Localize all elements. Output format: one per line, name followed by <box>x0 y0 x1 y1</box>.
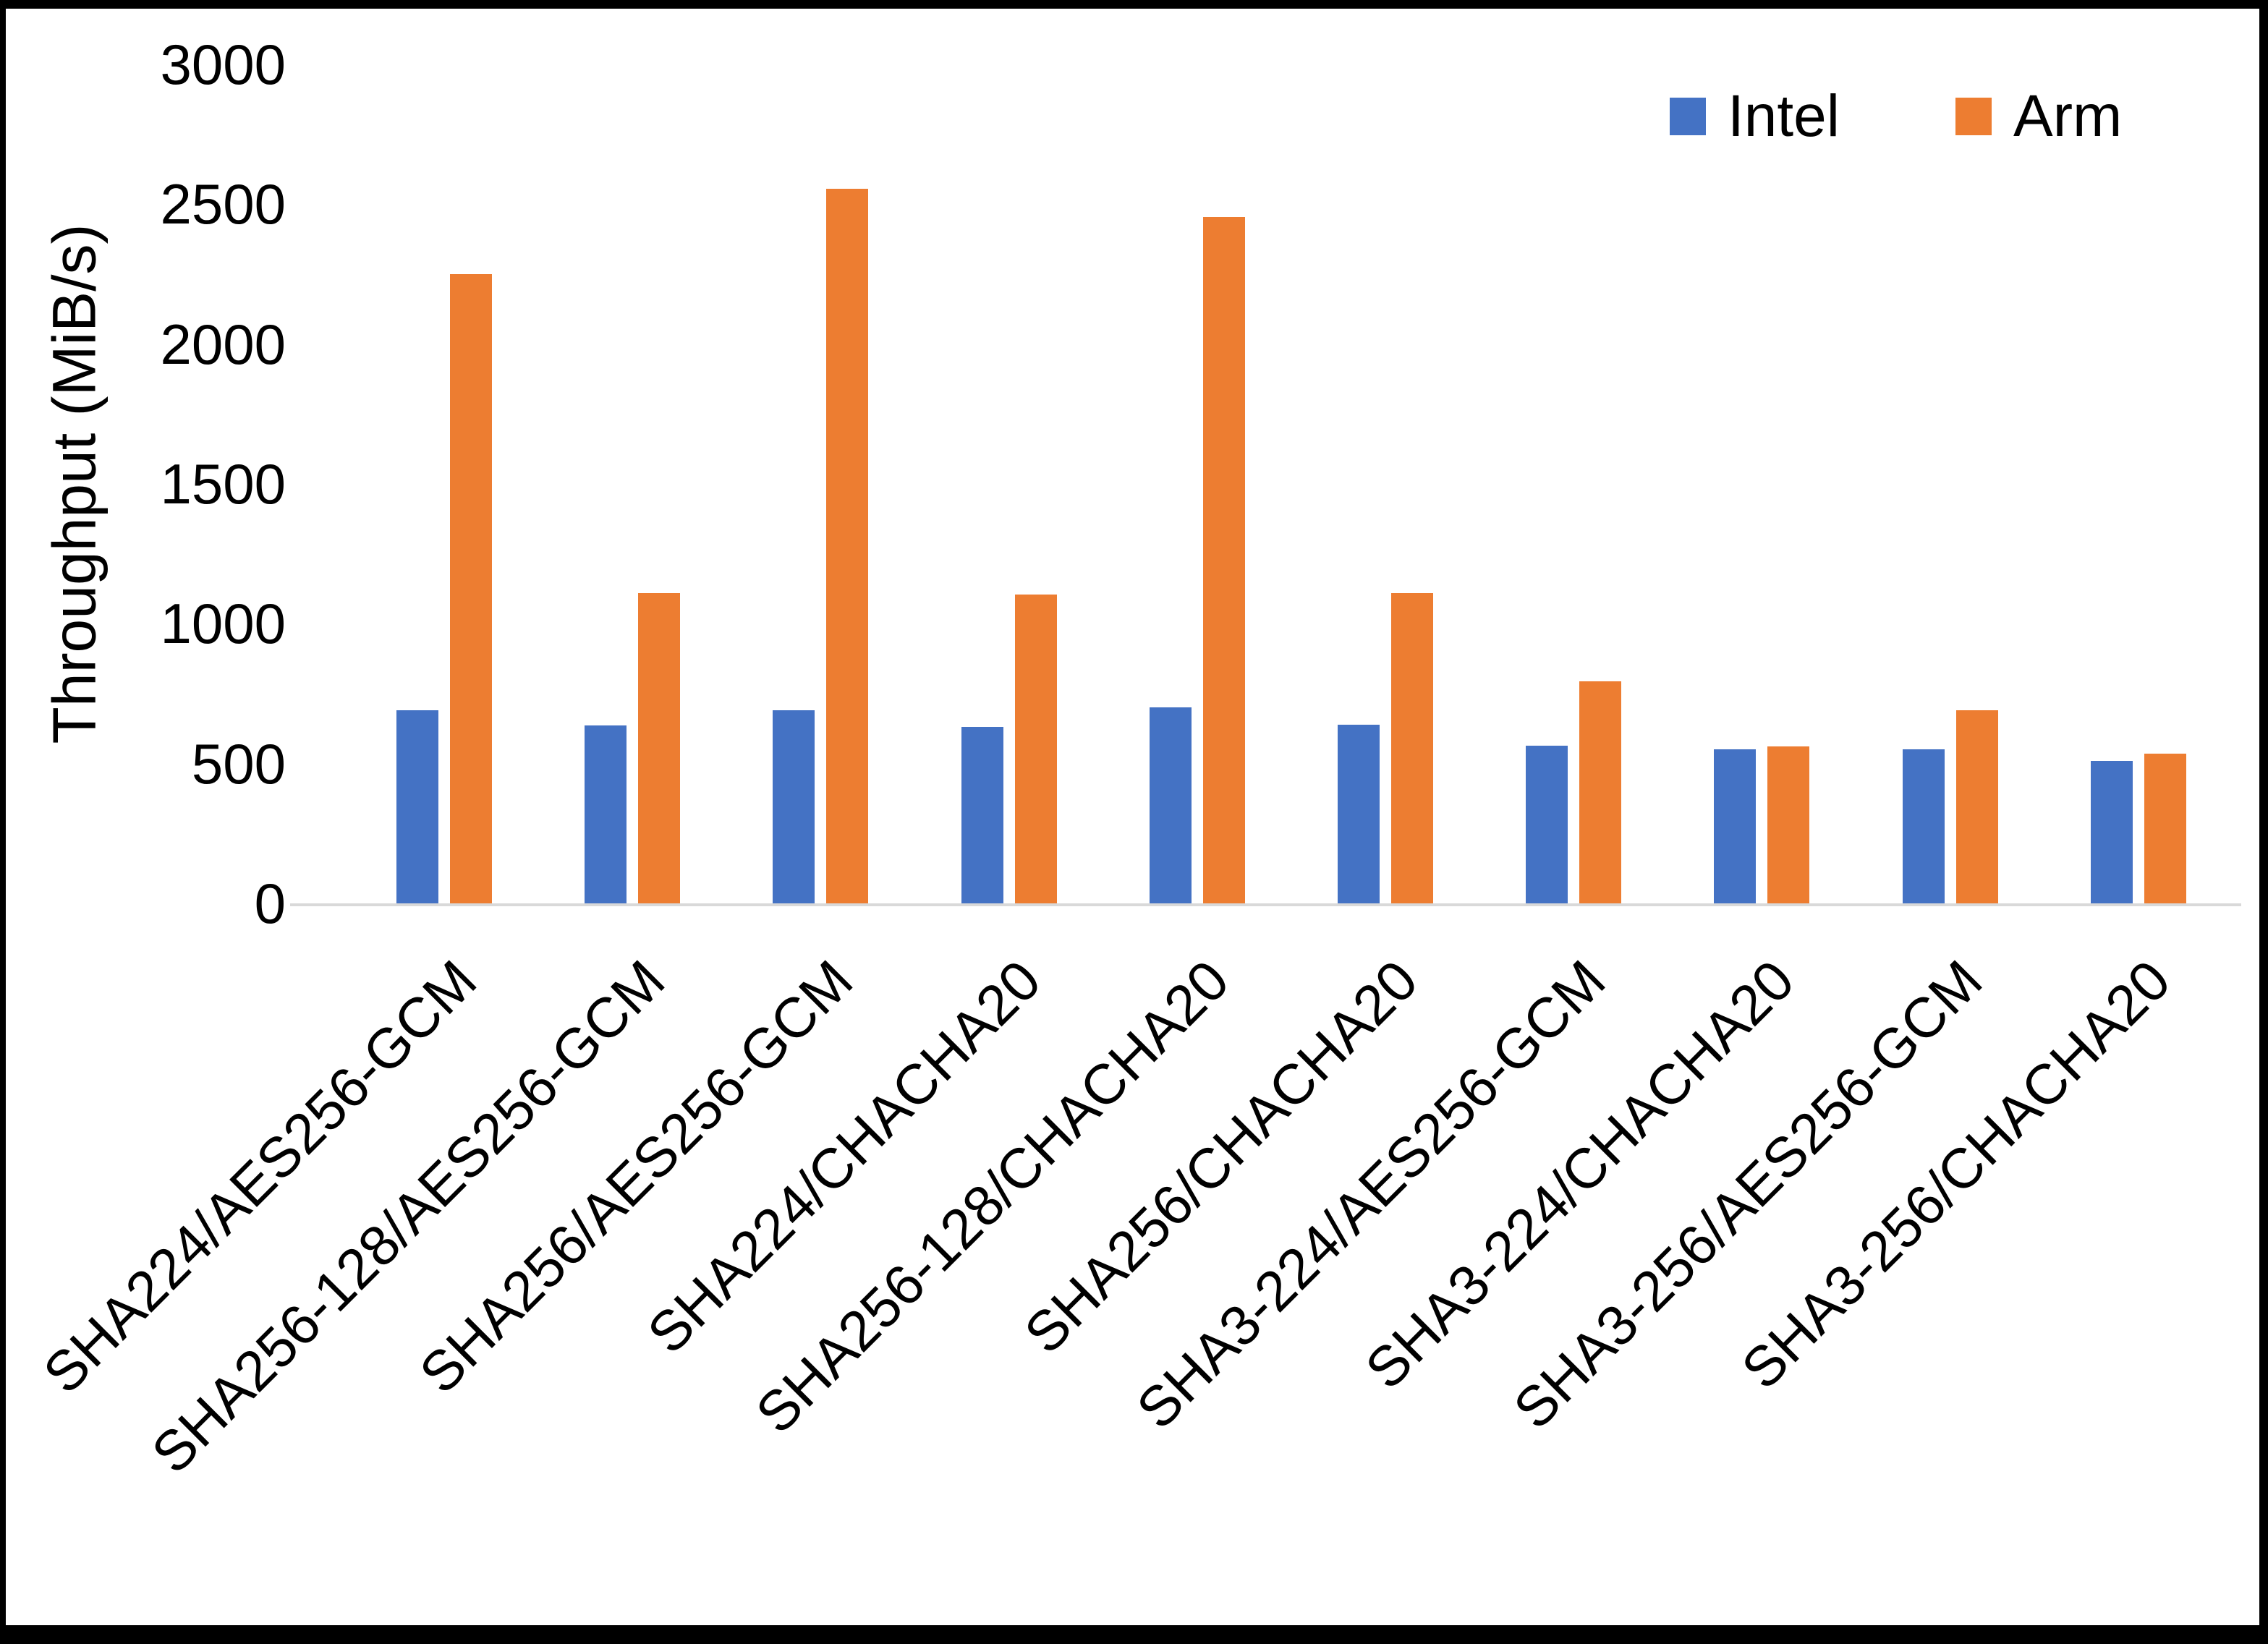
bar-intel-7 <box>1526 745 1568 903</box>
y-tick-label-2000: 2000 <box>160 312 286 376</box>
legend: Intel Arm <box>1670 87 2122 146</box>
bar-intel-6 <box>1338 724 1380 903</box>
bar-intel-8 <box>1714 749 1757 903</box>
y-tick-label-2500: 2500 <box>160 172 286 237</box>
intel-square-swatch-icon <box>1670 98 1706 135</box>
bar-intel-3 <box>773 710 815 903</box>
bar-arm-4 <box>1014 594 1057 903</box>
bar-arm-8 <box>1767 746 1810 903</box>
x-axis-line <box>290 903 2241 906</box>
y-tick-label-1000: 1000 <box>160 592 286 656</box>
bar-intel-2 <box>585 725 627 903</box>
legend-item-arm: Arm <box>1955 87 2122 146</box>
legend-label: Intel <box>1728 83 1840 149</box>
bar-intel-10 <box>2090 760 2133 903</box>
bar-intel-4 <box>961 727 1003 903</box>
bar-arm-6 <box>1391 592 1433 903</box>
legend-item-intel: Intel <box>1670 87 1840 146</box>
arm-square-swatch-icon <box>1955 98 1992 135</box>
bar-intel-1 <box>396 710 438 903</box>
legend-label: Arm <box>2013 83 2123 149</box>
bar-intel-9 <box>1902 749 1945 903</box>
bar-arm-1 <box>450 274 492 903</box>
y-tick-label-0: 0 <box>254 872 286 935</box>
y-tick-label-500: 500 <box>191 731 286 796</box>
bar-arm-3 <box>826 189 869 903</box>
bar-intel-5 <box>1149 707 1192 903</box>
bar-arm-2 <box>638 592 681 903</box>
bar-arm-7 <box>1579 681 1622 903</box>
bar-arm-10 <box>2144 754 2186 903</box>
y-tick-label-1500: 1500 <box>160 452 286 516</box>
bar-arm-5 <box>1202 216 1245 903</box>
bar-arm-9 <box>1955 710 1998 903</box>
y-tick-label-3000: 3000 <box>160 33 286 96</box>
